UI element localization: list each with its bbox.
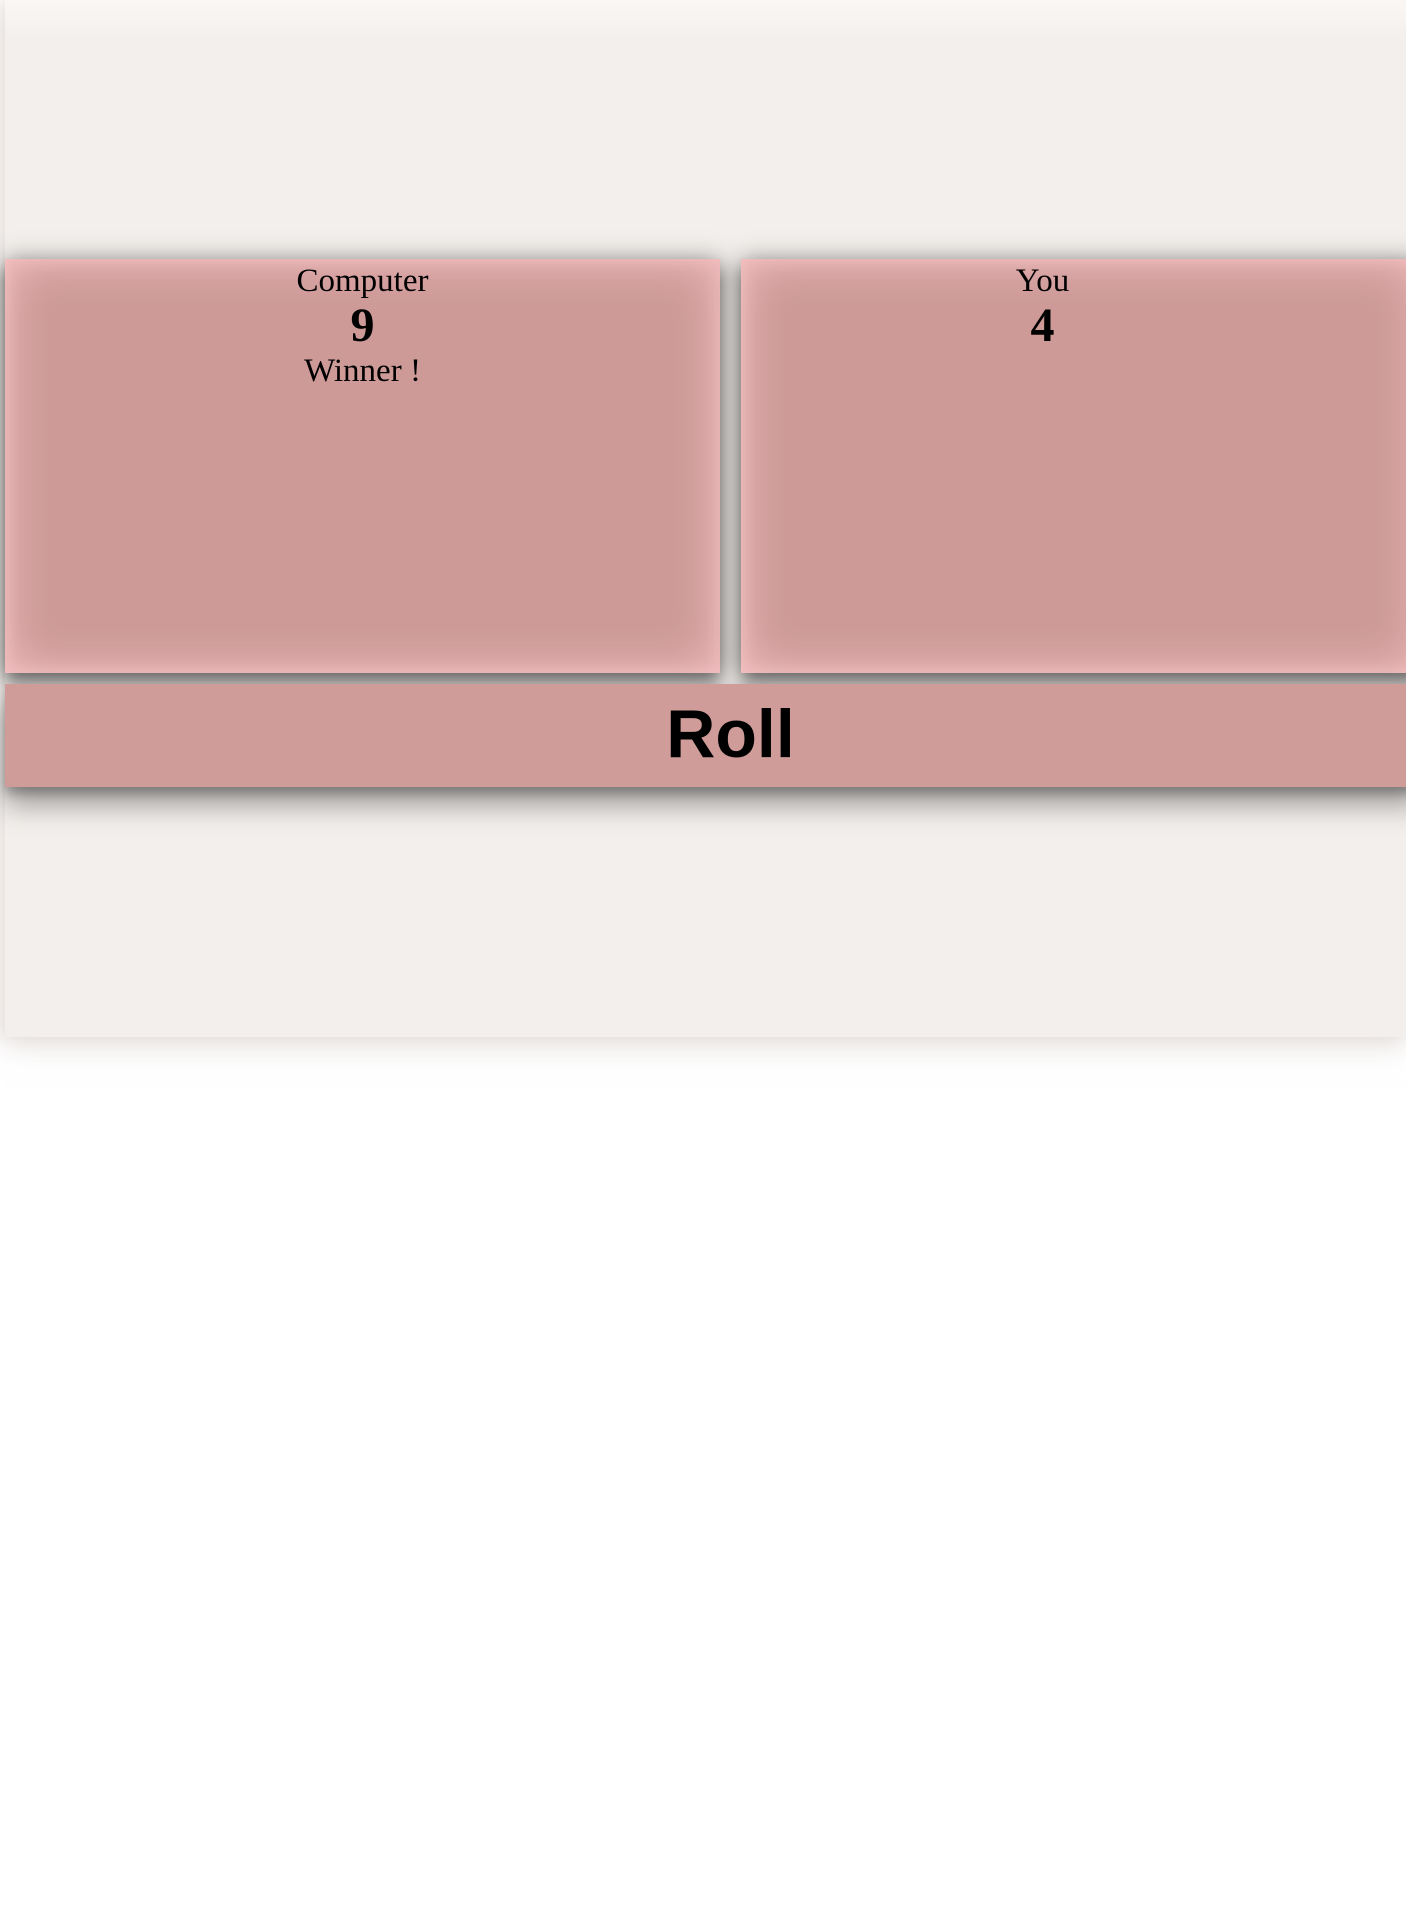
top-fade (5, 0, 1406, 40)
game-board: Computer 9 Winner ! You 4 Roll (5, 0, 1406, 1037)
computer-score: 9 (350, 299, 375, 352)
you-score: 4 (1030, 299, 1055, 352)
roll-button-label: Roll (666, 696, 795, 772)
computer-winner-label: Winner ! (304, 353, 421, 389)
computer-panel: Computer 9 Winner ! (5, 259, 720, 673)
roll-button[interactable]: Roll (5, 684, 1406, 787)
you-panel: You 4 (741, 259, 1406, 673)
you-name: You (1015, 263, 1070, 299)
computer-name: Computer (296, 263, 429, 299)
